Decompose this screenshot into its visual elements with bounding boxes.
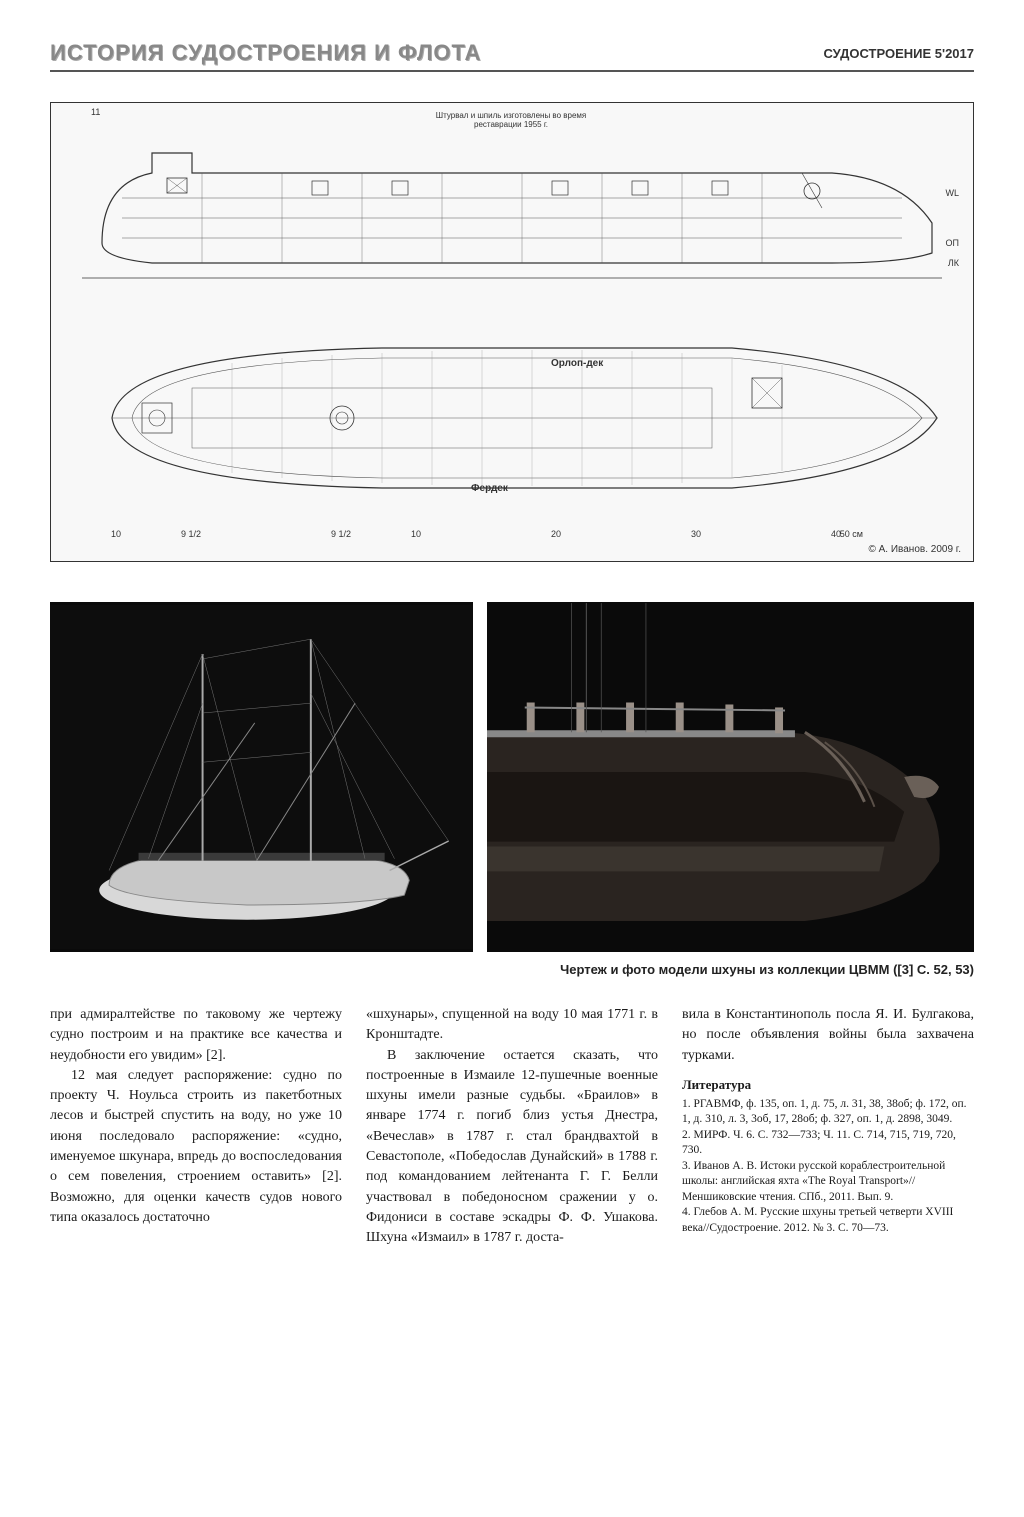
- body-text: при адмиралтействе по таковому же чертеж…: [50, 1005, 342, 1066]
- lk-label: ЛК: [948, 258, 959, 268]
- frame-number: 11: [91, 107, 100, 117]
- lit-item: 2. МИРФ. Ч. 6. С. 732—733; Ч. 11. С. 714…: [682, 1128, 974, 1159]
- lit-item: 4. Глебов А. М. Русские шхуны третьей че…: [682, 1205, 974, 1236]
- body-text: вила в Константинополь посла Я. И. Булга…: [682, 1005, 974, 1066]
- column-1: при адмиралтействе по таковому же чертеж…: [50, 1005, 342, 1249]
- lit-item: 3. Иванов А. В. Истоки русской кораблест…: [682, 1159, 974, 1206]
- photo-row: [50, 602, 974, 952]
- ruler-mark: 30: [691, 529, 701, 539]
- figure-credit: © А. Иванов. 2009 г.: [868, 544, 961, 555]
- literature-heading: Литература: [682, 1076, 974, 1095]
- page-header: ИСТОРИЯ СУДОСТРОЕНИЯ И ФЛОТА СУДОСТРОЕНИ…: [50, 40, 974, 72]
- ship-model-photo-full: [50, 602, 473, 952]
- column-3: вила в Константинополь посла Я. И. Булга…: [682, 1005, 974, 1249]
- body-text: 12 мая следует распоряжение: судно по пр…: [50, 1066, 342, 1228]
- issue-label: СУДОСТРОЕНИЕ 5'2017: [823, 46, 974, 61]
- literature-list: 1. РГАВМФ, ф. 135, оп. 1, д. 75, л. 31, …: [682, 1097, 974, 1237]
- ruler-mark: 20: [551, 529, 561, 539]
- lit-item: 1. РГАВМФ, ф. 135, оп. 1, д. 75, л. 31, …: [682, 1097, 974, 1128]
- ship-plan-view: [81, 333, 943, 503]
- ferdek-label: Фердек: [471, 483, 508, 494]
- ship-model-photo-bow: [487, 602, 974, 952]
- ruler-mark: 10: [411, 529, 421, 539]
- ship-drawing-figure: 11 Штурвал и шпиль изготовлены во время …: [50, 102, 974, 562]
- orlop-deck-label: Орлоп-дек: [551, 358, 603, 369]
- text-columns: при адмиралтействе по таковому же чертеж…: [50, 1005, 974, 1249]
- top-annotation: Штурвал и шпиль изготовлены во время рес…: [431, 111, 591, 129]
- body-text: В заключение остается сказать, что постр…: [366, 1046, 658, 1249]
- scale-label: 50 см: [840, 529, 863, 539]
- wl-label: WL: [946, 188, 960, 198]
- column-2: «шхунары», спущенной на воду 10 мая 1771…: [366, 1005, 658, 1249]
- ruler-mark: 9 1/2: [331, 529, 351, 539]
- figure-caption: Чертеж и фото модели шхуны из коллекции …: [50, 962, 974, 977]
- ruler-mark: 9 1/2: [181, 529, 201, 539]
- ruler-mark: 10: [111, 529, 121, 539]
- body-text: «шхунары», спущенной на воду 10 мая 1771…: [366, 1005, 658, 1046]
- ship-profile-view: [81, 123, 943, 283]
- op-label: ОП: [946, 238, 959, 248]
- section-title: ИСТОРИЯ СУДОСТРОЕНИЯ И ФЛОТА: [50, 40, 481, 66]
